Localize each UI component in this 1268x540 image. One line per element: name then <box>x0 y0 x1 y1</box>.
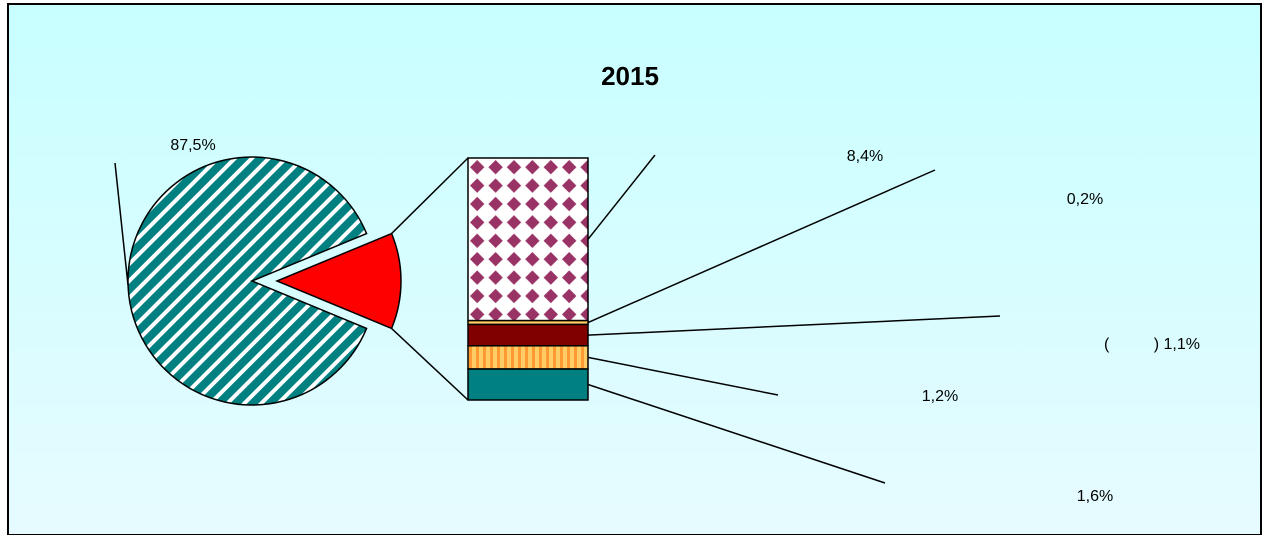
leader-line <box>587 383 886 484</box>
connector <box>391 327 469 401</box>
leader-line <box>114 162 129 286</box>
leader-line <box>587 154 656 240</box>
chart-title: 2015 <box>601 61 659 91</box>
bar-segment <box>467 368 589 401</box>
pie-slice-other <box>275 232 402 330</box>
data-label: 8,4% <box>847 148 883 165</box>
bar-segment <box>467 345 589 370</box>
bar-segment <box>467 157 589 322</box>
leader-line <box>587 315 1001 336</box>
leader-line <box>587 169 936 324</box>
bar-segment <box>467 323 589 347</box>
data-label: ( ) 1,1% <box>1104 336 1200 353</box>
leader-line <box>587 356 779 396</box>
data-label: 87,5% <box>170 137 215 154</box>
connector <box>391 157 469 235</box>
data-label: 0,2% <box>1067 191 1103 208</box>
data-label: 1,6% <box>1077 488 1113 505</box>
data-label: 1,2% <box>922 388 958 405</box>
